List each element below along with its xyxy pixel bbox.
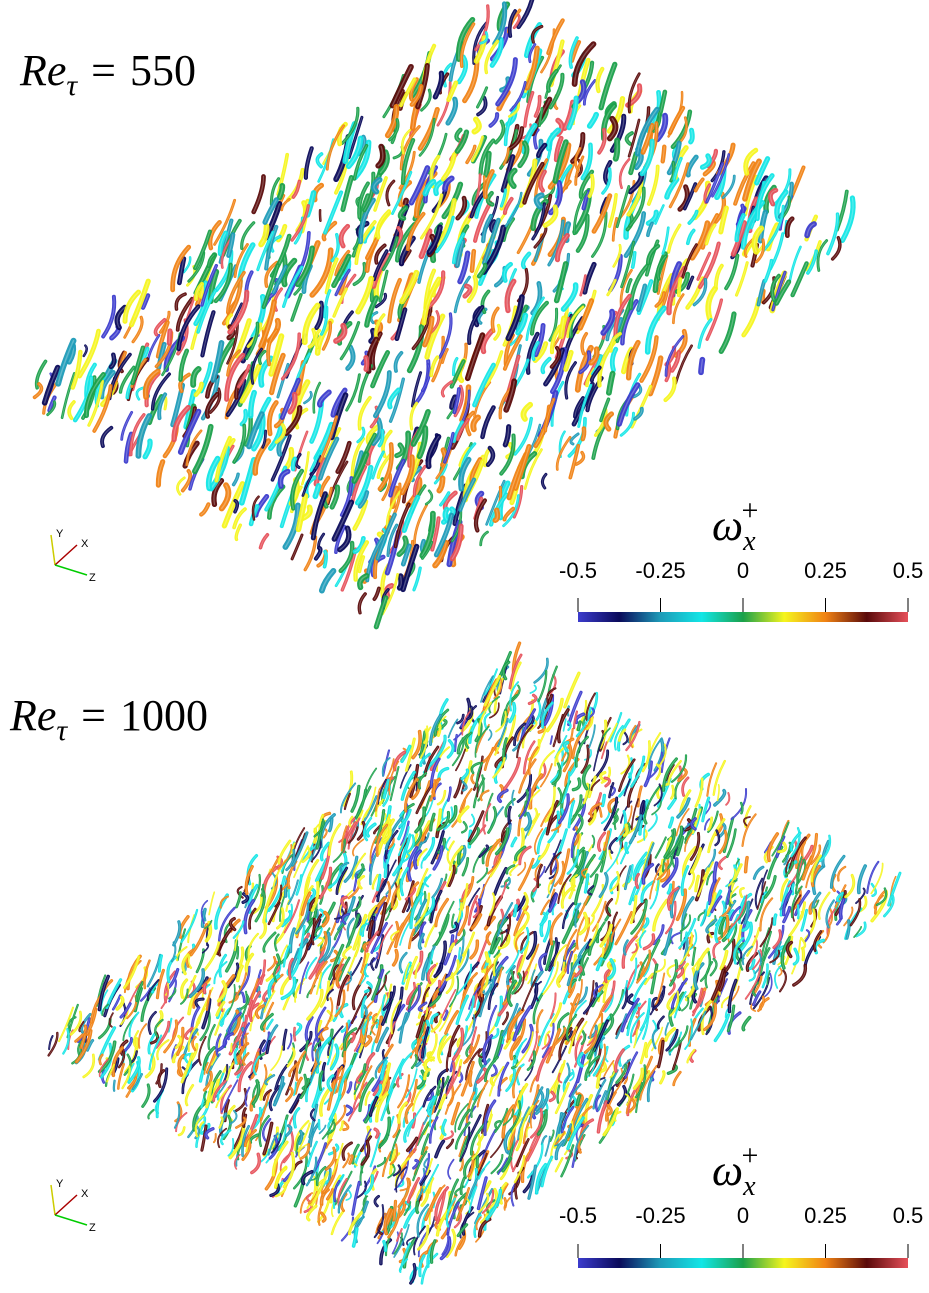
vortex — [564, 285, 576, 309]
axis-label: Y — [56, 528, 64, 540]
vortex — [282, 199, 290, 210]
vortex — [264, 933, 275, 952]
label-subscript: τ — [66, 69, 78, 102]
panel: Reτ=1000YXZ-0.5-0.2500.250.5ωx+ — [9, 643, 923, 1283]
colorbar-tick-label: -0.5 — [559, 558, 597, 583]
vortex — [400, 1014, 407, 1043]
vortex — [496, 121, 504, 142]
vortex — [619, 1087, 626, 1105]
vortex — [726, 256, 737, 289]
vortex — [195, 427, 211, 472]
vortex — [332, 1211, 344, 1234]
vortex — [305, 537, 315, 570]
axis-label: Z — [89, 572, 96, 584]
vortex — [302, 452, 308, 484]
vortex — [649, 167, 658, 205]
axis-label: X — [81, 538, 89, 550]
title-symbol: ω — [712, 501, 743, 550]
vortex — [715, 1015, 728, 1041]
axis-y — [51, 535, 55, 565]
vortex — [688, 157, 696, 175]
vortex-highlight — [242, 460, 254, 503]
vortex — [519, 859, 533, 889]
vortex — [406, 1104, 412, 1123]
vortex — [254, 177, 264, 212]
vortex — [414, 505, 426, 545]
panel-label: Reτ = 550 — [19, 46, 196, 102]
vortex — [754, 867, 763, 878]
vortex-highlight — [343, 178, 352, 210]
vortex — [744, 299, 759, 335]
title-superscript: + — [742, 494, 759, 527]
vortex — [721, 314, 734, 351]
vortex — [540, 845, 549, 859]
vortex — [808, 251, 816, 273]
vortex — [410, 327, 422, 371]
axis-x — [55, 545, 77, 565]
colorbar-title: ωx+ — [712, 494, 758, 557]
colorbar-tick-label: 0 — [737, 558, 749, 583]
vortex — [669, 225, 680, 252]
vortex — [607, 839, 621, 871]
colorbar-tick-label: -0.25 — [635, 558, 685, 583]
vortex — [261, 535, 268, 548]
vortex-highlight — [267, 1020, 272, 1029]
vortex — [483, 408, 494, 437]
label-value: 550 — [130, 46, 196, 95]
panel: Reτ = 550 Y X Z -0.5 -0.25 0 0.25 0.5 ωx+ — [19, 0, 923, 627]
vortex-highlight — [670, 108, 683, 133]
vortex — [282, 977, 290, 994]
colorbar-tick-label: 0.25 — [804, 558, 847, 583]
vortex — [425, 923, 435, 946]
label-symbol: Re — [19, 46, 66, 95]
vortex-highlight — [793, 263, 807, 295]
vortex-highlight — [607, 839, 621, 871]
vortex — [542, 1136, 546, 1144]
vortex — [674, 1072, 681, 1085]
vortex-highlight — [169, 331, 170, 343]
vortex — [204, 941, 219, 970]
vortex — [867, 862, 878, 893]
vortex — [313, 494, 325, 538]
vortex-highlight — [669, 799, 676, 809]
vortex-highlight — [292, 535, 302, 559]
vortex — [358, 279, 371, 312]
axis-z — [55, 565, 87, 575]
vortex — [620, 159, 629, 188]
colorbar — [578, 612, 908, 622]
vortex — [790, 247, 801, 281]
vortex — [544, 922, 549, 941]
vortex — [828, 214, 838, 254]
vortex — [400, 953, 406, 972]
colorbar-tick-label: 0.5 — [893, 558, 924, 583]
vortex — [347, 375, 360, 410]
vortex-highlight — [292, 295, 301, 320]
vortex — [557, 437, 570, 469]
vortex — [139, 1024, 146, 1048]
title-subscript: x — [742, 526, 756, 557]
vortex — [443, 155, 454, 179]
label-relation: = — [91, 46, 116, 95]
vortex-highlight — [391, 767, 399, 800]
